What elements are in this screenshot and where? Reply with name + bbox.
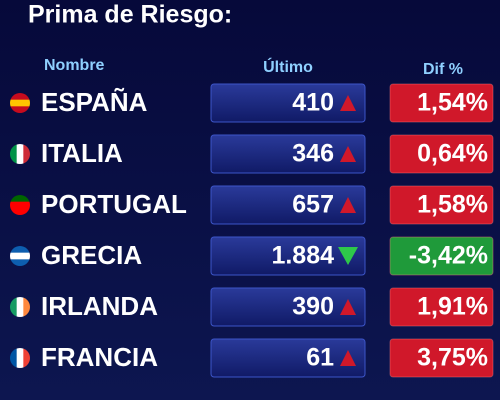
- trend-arrow: [340, 146, 356, 162]
- country-name: FRANCIA: [41, 342, 158, 372]
- flag-stripe: [10, 252, 30, 260]
- change: 1,54%: [417, 89, 488, 117]
- trend-arrow: [338, 247, 358, 265]
- country-name: PORTUGAL: [41, 189, 187, 219]
- country-name: ITALIA: [41, 138, 123, 168]
- change: 1,58%: [417, 191, 488, 219]
- flag-stripe: [10, 144, 17, 164]
- flag-stripe: [23, 297, 30, 317]
- change-box: [389, 185, 494, 225]
- trend-arrow: [340, 299, 356, 315]
- value-box: [210, 83, 366, 123]
- flag-stripe: [23, 144, 30, 164]
- value-box: [210, 338, 366, 378]
- flag-stripe: [10, 246, 30, 253]
- flag-stripe: [10, 348, 17, 368]
- trend-arrow: [340, 197, 356, 213]
- flag-stripe: [10, 259, 30, 266]
- flag-stripe: [10, 201, 30, 209]
- flag-stripe: [16, 144, 24, 164]
- title: Prima de Riesgo:: [28, 1, 232, 29]
- column-header: Nombre: [44, 57, 105, 74]
- value-box: [210, 236, 366, 276]
- country-name: ESPAÑA: [41, 87, 148, 117]
- change: 3,75%: [417, 344, 488, 372]
- flag-stripe: [10, 106, 30, 113]
- value: 1.884: [271, 242, 334, 270]
- column-header: Último: [263, 57, 313, 76]
- value: 657: [292, 191, 334, 219]
- change-box: [389, 338, 494, 378]
- value-box: [210, 287, 366, 327]
- change: -3,42%: [409, 242, 488, 270]
- change: 0,64%: [417, 140, 488, 168]
- value-box: [210, 185, 366, 225]
- value: 346: [292, 140, 334, 168]
- trend-arrow: [340, 350, 356, 366]
- value-box: [210, 134, 366, 174]
- flag-stripe: [10, 297, 17, 317]
- column-header: Dif %: [423, 61, 463, 78]
- flag-stripe: [10, 208, 30, 215]
- flag-stripe: [16, 297, 24, 317]
- flag-stripe: [10, 93, 30, 100]
- change: 1,91%: [417, 293, 488, 321]
- change-box: [389, 287, 494, 327]
- flag-stripe: [10, 99, 30, 107]
- trend-arrow: [340, 95, 356, 111]
- flag-stripe: [23, 348, 30, 368]
- value: 410: [292, 89, 334, 117]
- flag-stripe: [10, 195, 30, 202]
- country-name: GRECIA: [41, 240, 142, 270]
- change-box: [389, 83, 494, 123]
- value: 390: [292, 293, 334, 321]
- change-box: [389, 134, 494, 174]
- value: 61: [306, 344, 334, 372]
- change-box: [389, 236, 494, 276]
- flag-stripe: [16, 348, 24, 368]
- country-name: IRLANDA: [41, 291, 158, 321]
